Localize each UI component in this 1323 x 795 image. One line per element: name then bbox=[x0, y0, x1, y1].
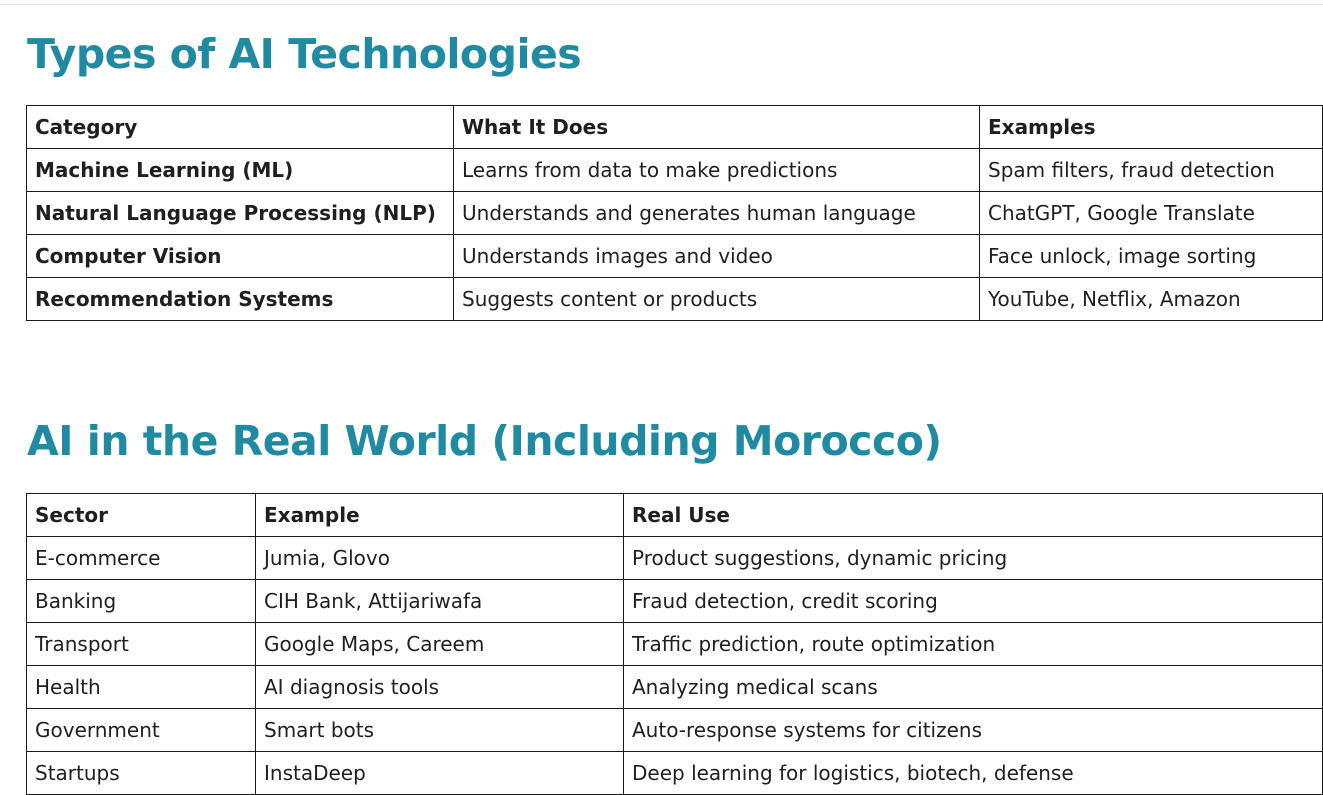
column-header-category: Category bbox=[26, 105, 454, 149]
category-cell: Machine Learning (ML) bbox=[26, 148, 454, 192]
column-header-example: Example bbox=[255, 493, 624, 537]
top-divider bbox=[0, 4, 1323, 5]
example-cell: InstaDeep bbox=[255, 751, 624, 795]
examples-cell: YouTube, Netflix, Amazon bbox=[979, 277, 1323, 321]
example-cell: Jumia, Glovo bbox=[255, 536, 624, 580]
section-title-ai-real-world: AI in the Real World (Including Morocco) bbox=[27, 417, 942, 465]
sector-cell: Banking bbox=[26, 579, 256, 623]
table-row: Computer Vision Understands images and v… bbox=[26, 234, 1323, 278]
column-header-what-it-does: What It Does bbox=[453, 105, 980, 149]
category-cell: Natural Language Processing (NLP) bbox=[26, 191, 454, 235]
ai-real-world-table: Sector Example Real Use E-commerce Jumia… bbox=[26, 493, 1323, 795]
sector-cell: E-commerce bbox=[26, 536, 256, 580]
column-header-examples: Examples bbox=[979, 105, 1323, 149]
table-row: Machine Learning (ML) Learns from data t… bbox=[26, 148, 1323, 192]
table-header-row: Sector Example Real Use bbox=[26, 493, 1323, 537]
table-header-row: Category What It Does Examples bbox=[26, 105, 1323, 149]
sector-cell: Government bbox=[26, 708, 256, 752]
table-row: Transport Google Maps, Careem Traffic pr… bbox=[26, 622, 1323, 666]
examples-cell: Spam filters, fraud detection bbox=[979, 148, 1323, 192]
table-row: Recommendation Systems Suggests content … bbox=[26, 277, 1323, 321]
column-header-real-use: Real Use bbox=[623, 493, 1323, 537]
real-use-cell: Fraud detection, credit scoring bbox=[623, 579, 1323, 623]
column-header-sector: Sector bbox=[26, 493, 256, 537]
example-cell: Smart bots bbox=[255, 708, 624, 752]
section-title-ai-types: Types of AI Technologies bbox=[27, 30, 582, 78]
example-cell: CIH Bank, Attijariwafa bbox=[255, 579, 624, 623]
real-use-cell: Traffic prediction, route optimization bbox=[623, 622, 1323, 666]
table-row: Startups InstaDeep Deep learning for log… bbox=[26, 751, 1323, 795]
real-use-cell: Deep learning for logistics, biotech, de… bbox=[623, 751, 1323, 795]
example-cell: Google Maps, Careem bbox=[255, 622, 624, 666]
category-cell: Recommendation Systems bbox=[26, 277, 454, 321]
real-use-cell: Product suggestions, dynamic pricing bbox=[623, 536, 1323, 580]
table-row: E-commerce Jumia, Glovo Product suggesti… bbox=[26, 536, 1323, 580]
table-row: Banking CIH Bank, Attijariwafa Fraud det… bbox=[26, 579, 1323, 623]
description-cell: Suggests content or products bbox=[453, 277, 980, 321]
category-cell: Computer Vision bbox=[26, 234, 454, 278]
examples-cell: Face unlock, image sorting bbox=[979, 234, 1323, 278]
description-cell: Understands and generates human language bbox=[453, 191, 980, 235]
table-row: Health AI diagnosis tools Analyzing medi… bbox=[26, 665, 1323, 709]
real-use-cell: Auto-response systems for citizens bbox=[623, 708, 1323, 752]
ai-types-table: Category What It Does Examples Machine L… bbox=[26, 105, 1323, 321]
examples-cell: ChatGPT, Google Translate bbox=[979, 191, 1323, 235]
sector-cell: Startups bbox=[26, 751, 256, 795]
example-cell: AI diagnosis tools bbox=[255, 665, 624, 709]
table-row: Government Smart bots Auto-response syst… bbox=[26, 708, 1323, 752]
real-use-cell: Analyzing medical scans bbox=[623, 665, 1323, 709]
description-cell: Learns from data to make predictions bbox=[453, 148, 980, 192]
description-cell: Understands images and video bbox=[453, 234, 980, 278]
table-row: Natural Language Processing (NLP) Unders… bbox=[26, 191, 1323, 235]
sector-cell: Transport bbox=[26, 622, 256, 666]
sector-cell: Health bbox=[26, 665, 256, 709]
